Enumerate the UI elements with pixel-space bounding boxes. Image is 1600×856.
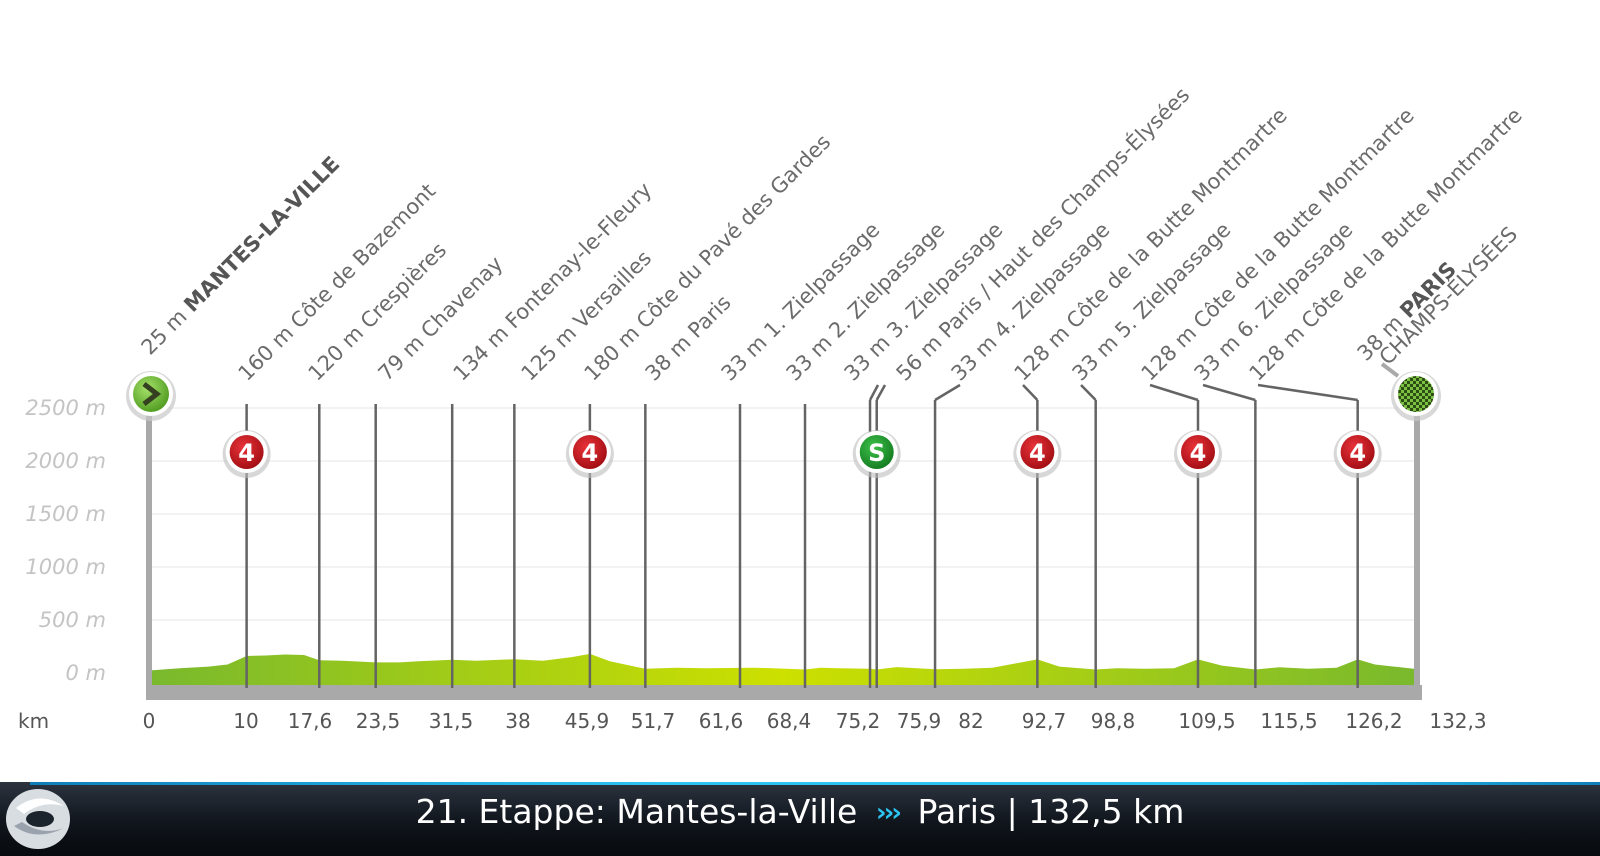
stage-start: Mantes-la-Ville: [616, 792, 858, 831]
x-tick-label: 82: [958, 709, 983, 733]
stage-title-bar: 21. Etappe: Mantes-la-Ville ››› Paris | …: [0, 782, 1600, 856]
x-tick-label: 45,9: [565, 709, 610, 733]
chart-frame: [146, 405, 1422, 700]
y-tick-label: 0 m: [66, 661, 107, 685]
waypoint-markers: [245, 383, 1359, 688]
icon-core: [1398, 376, 1434, 412]
grid-lines: [151, 407, 1416, 674]
x-tick-label: 23,5: [356, 709, 401, 733]
stage-title: 21. Etappe: Mantes-la-Ville ››› Paris | …: [0, 792, 1600, 833]
badge-text: 4: [1190, 439, 1207, 467]
elevation-profile: [151, 653, 1416, 685]
x-axis-ticks: 0 10 17,6 23,5 31,5 38 45,9 51,7 61,6 68,4 75,2 75,…: [143, 709, 1487, 733]
x-tick-label: 132,3: [1429, 709, 1486, 733]
start-icon: [126, 371, 176, 421]
elevation-area: [151, 653, 1416, 685]
waypoint-leader: [868, 384, 880, 401]
broadcaster-logo-icon: [6, 789, 70, 849]
icon-core: [133, 376, 169, 412]
badge-text: 4: [1349, 439, 1366, 467]
waypoint-leader: [1149, 383, 1199, 402]
waypoint-altitude: 134 m: [449, 316, 518, 385]
x-tick-label: 126,2: [1345, 709, 1402, 733]
x-tick-label: 0: [143, 709, 156, 733]
finish-leader: [1380, 362, 1400, 378]
x-tick-label: 92,7: [1022, 709, 1067, 733]
waypoint-name: 1. Zielpassage: [759, 218, 884, 343]
waypoint-altitude: 160 m: [234, 316, 303, 385]
badge-core: [229, 435, 264, 469]
finish-post: [1414, 405, 1420, 687]
waypoint-leader: [1080, 384, 1097, 401]
waypoint-altitude: 120 m: [304, 316, 373, 385]
waypoint-name: Côte de la Butte Montmartre: [1189, 103, 1419, 333]
badge-core: [572, 435, 607, 469]
direction-arrows-icon: ›››: [875, 798, 902, 828]
waypoint-altitude: 125 m: [517, 316, 586, 385]
x-tick-label: 75,2: [836, 709, 881, 733]
waypoint-leader: [1022, 384, 1039, 401]
chart-baseline: [146, 685, 1422, 700]
stage-number: 21. Etappe:: [415, 792, 606, 831]
waypoint-label: 128 m Côte de la Butte Montmartre: [1010, 103, 1292, 385]
x-tick-label: 109,5: [1178, 709, 1235, 733]
badge-core: [859, 435, 894, 469]
x-tick-label: 115,5: [1260, 709, 1317, 733]
badge-core: [1020, 435, 1055, 469]
climb-category-badge: 4: [1173, 430, 1222, 478]
x-tick-label: 98,8: [1091, 709, 1136, 733]
x-tick-label: 38: [505, 709, 530, 733]
badge-text: 4: [582, 439, 599, 467]
y-tick-label: 1000 m: [25, 555, 106, 579]
x-axis-label: km: [18, 709, 49, 733]
x-tick-label: 31,5: [429, 709, 474, 733]
y-tick-label: 500 m: [39, 608, 106, 632]
y-tick-label: 2500 m: [25, 396, 106, 420]
badge-core: [1180, 435, 1215, 469]
climb-category-badge: 4: [565, 430, 614, 478]
start-post: [146, 405, 152, 687]
waypoint-leader: [1202, 383, 1256, 402]
x-tick-label: 51,7: [631, 709, 676, 733]
category-badges: 4 4 S 4 4 4: [126, 362, 1441, 478]
climb-category-badge: 4: [1333, 430, 1382, 478]
stage-finish-distance: Paris | 132,5 km: [917, 792, 1185, 831]
climb-category-badge: 4: [1013, 430, 1062, 478]
climb-category-badge: 4: [222, 430, 271, 478]
x-tick-label: 68,4: [767, 709, 812, 733]
x-tick-label: 10: [233, 709, 258, 733]
badge-text: 4: [238, 439, 255, 467]
badge-text: 4: [1029, 439, 1046, 467]
title-bar-accent-line: [30, 782, 1600, 785]
badge-core: [1340, 435, 1375, 469]
finish-flag-icon: [1380, 362, 1441, 421]
waypoint-leader: [875, 384, 887, 401]
x-tick-label: 17,6: [288, 709, 333, 733]
y-tick-label: 1500 m: [25, 502, 106, 526]
y-tick-label: 2000 m: [25, 449, 106, 473]
x-tick-label: 61,6: [699, 709, 744, 733]
y-axis-ticks: 2500 m 2000 m 1500 m 1000 m 500 m 0 m: [25, 396, 106, 685]
waypoint-label: 79 m Chavenay: [374, 252, 508, 386]
start-arrow: [142, 382, 162, 406]
waypoint-leader: [934, 383, 961, 402]
x-tick-label: 75,9: [897, 709, 942, 733]
badge-text: S: [868, 439, 885, 467]
waypoint-name: Paris: [683, 290, 735, 342]
waypoint-label: 25 m MANTES-LA-VILLE: [137, 152, 345, 360]
waypoint-leader: [1257, 383, 1358, 402]
sprint-badge: S: [852, 430, 901, 478]
waypoint-label: 180 m Côte du Pavé des Gardes: [580, 130, 836, 386]
